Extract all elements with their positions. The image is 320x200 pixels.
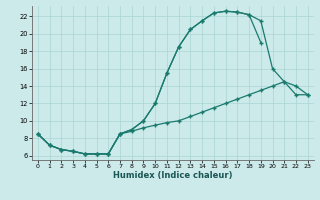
X-axis label: Humidex (Indice chaleur): Humidex (Indice chaleur) — [113, 171, 233, 180]
